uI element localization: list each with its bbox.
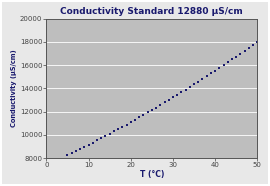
Title: Conductivity Standard 12880 μS/cm: Conductivity Standard 12880 μS/cm bbox=[60, 7, 243, 16]
Y-axis label: Conductivity (μS/cm): Conductivity (μS/cm) bbox=[11, 49, 17, 127]
X-axis label: T (°C): T (°C) bbox=[140, 170, 164, 179]
